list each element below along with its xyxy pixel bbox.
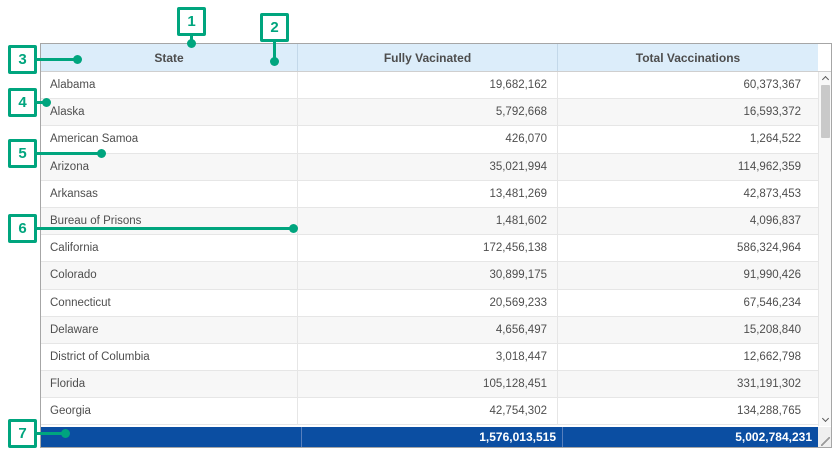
fully-vaccinated-cell: 20,569,233 [298, 289, 558, 317]
state-cell: Arizona [41, 153, 298, 181]
vaccination-table: State Fully Vacinated Total Vaccinations… [40, 43, 832, 448]
scrollbar-corner [818, 427, 831, 447]
callout-5-badge: 5 [8, 139, 37, 168]
scroll-up-icon[interactable] [819, 72, 831, 85]
totals-row: 1,576,013,515 5,002,784,231 [41, 427, 831, 447]
state-cell: Connecticut [41, 289, 298, 317]
total-vaccinations-cell: 91,990,426 [558, 262, 818, 290]
table-row[interactable]: Georgia 42,754,302 134,288,765 [41, 398, 831, 426]
callout-2-badge: 2 [260, 13, 289, 42]
total-vaccinations-cell: 114,962,359 [558, 154, 818, 181]
callout-2-line [273, 41, 276, 58]
table-row[interactable]: Colorado 30,899,175 91,990,426 [41, 262, 831, 290]
total-vaccinations-cell: 42,873,453 [558, 181, 818, 208]
callout-4-line [36, 101, 46, 104]
fully-vaccinated-cell: 19,682,162 [298, 72, 558, 100]
total-vaccinations-cell: 331,191,302 [558, 371, 818, 399]
total-vaccinations-cell: 586,324,964 [558, 235, 818, 263]
state-cell: Bureau of Prisons [41, 207, 298, 236]
state-cell: Florida [41, 371, 298, 399]
callout-1-badge: 1 [177, 7, 206, 36]
callout-5-line [36, 152, 101, 155]
total-vaccinations-cell: 15,208,840 [558, 317, 818, 344]
callout-4-badge: 4 [8, 88, 37, 117]
fully-vaccinated-cell: 426,070 [298, 126, 558, 154]
fully-vaccinated-cell: 30,899,175 [298, 262, 558, 290]
fully-vaccinated-cell: 3,018,447 [298, 343, 558, 372]
header-scrollbar-spacer [818, 44, 831, 71]
resize-grip-icon [821, 437, 830, 446]
state-cell: Arkansas [41, 180, 298, 208]
totals-total-vaccinations: 5,002,784,231 [563, 427, 818, 447]
table-row[interactable]: American Samoa 426,070 1,264,522 [41, 126, 831, 154]
callout-3-badge: 3 [8, 45, 37, 74]
column-header-fully-vaccinated[interactable]: Fully Vacinated [298, 44, 558, 71]
table-row[interactable]: Bureau of Prisons 1,481,602 4,096,837 [41, 207, 831, 236]
table-row[interactable]: Delaware 4,656,497 15,208,840 [41, 316, 831, 344]
total-vaccinations-cell: 134,288,765 [558, 398, 818, 426]
callout-1-dot [187, 39, 196, 48]
callout-3-line [36, 58, 77, 61]
totals-state-cell [41, 427, 302, 447]
fully-vaccinated-cell: 172,456,138 [298, 235, 558, 263]
state-cell: Georgia [41, 398, 298, 426]
callout-7-line [36, 432, 65, 435]
callout-4-dot [42, 98, 51, 107]
scroll-down-icon[interactable] [819, 413, 831, 426]
state-cell: Delaware [41, 316, 298, 344]
state-cell: California [41, 235, 298, 263]
state-cell: Colorado [41, 262, 298, 290]
fully-vaccinated-cell: 105,128,451 [298, 371, 558, 399]
callout-2-dot [270, 57, 279, 66]
state-cell: Alabama [41, 72, 298, 100]
table-header: State Fully Vacinated Total Vaccinations [41, 44, 831, 72]
column-header-total-vaccinations[interactable]: Total Vaccinations [558, 44, 818, 71]
callout-7-badge: 7 [8, 419, 37, 448]
total-vaccinations-cell: 12,662,798 [558, 344, 818, 372]
callout-5-dot [97, 149, 106, 158]
state-cell: District of Columbia [41, 343, 298, 372]
table-row[interactable]: Arizona 35,021,994 114,962,359 [41, 153, 831, 181]
total-vaccinations-cell: 16,593,372 [558, 99, 818, 127]
fully-vaccinated-cell: 13,481,269 [298, 180, 558, 208]
table-body: Alabama 19,682,162 60,373,367 Alaska 5,7… [41, 72, 831, 426]
table-row[interactable]: District of Columbia 3,018,447 12,662,79… [41, 343, 831, 372]
table-row[interactable]: Florida 105,128,451 331,191,302 [41, 371, 831, 399]
callout-6-dot [289, 224, 298, 233]
callout-7-dot [61, 429, 70, 438]
table-row[interactable]: Connecticut 20,569,233 67,546,234 [41, 289, 831, 317]
fully-vaccinated-cell: 35,021,994 [298, 153, 558, 181]
totals-fully-vaccinated: 1,576,013,515 [302, 427, 563, 447]
column-header-state[interactable]: State [41, 44, 298, 71]
fully-vaccinated-cell: 4,656,497 [298, 316, 558, 344]
table-row[interactable]: California 172,456,138 586,324,964 [41, 235, 831, 263]
callout-6-line [36, 227, 292, 230]
vertical-scrollbar[interactable] [818, 72, 831, 426]
total-vaccinations-cell: 67,546,234 [558, 290, 818, 317]
total-vaccinations-cell: 4,096,837 [558, 208, 818, 236]
total-vaccinations-cell: 60,373,367 [558, 72, 818, 100]
state-cell: American Samoa [41, 126, 298, 154]
table-row[interactable]: Arkansas 13,481,269 42,873,453 [41, 180, 831, 208]
fully-vaccinated-cell: 1,481,602 [298, 207, 558, 236]
table-row[interactable]: Alaska 5,792,668 16,593,372 [41, 99, 831, 127]
callout-1-line [190, 35, 193, 42]
table-row[interactable]: Alabama 19,682,162 60,373,367 [41, 72, 831, 100]
callout-6-badge: 6 [8, 214, 37, 243]
fully-vaccinated-cell: 5,792,668 [298, 99, 558, 127]
fully-vaccinated-cell: 42,754,302 [298, 398, 558, 426]
state-cell: Alaska [41, 99, 298, 127]
callout-3-dot [73, 55, 82, 64]
scrollbar-thumb[interactable] [821, 85, 830, 138]
total-vaccinations-cell: 1,264,522 [558, 126, 818, 154]
